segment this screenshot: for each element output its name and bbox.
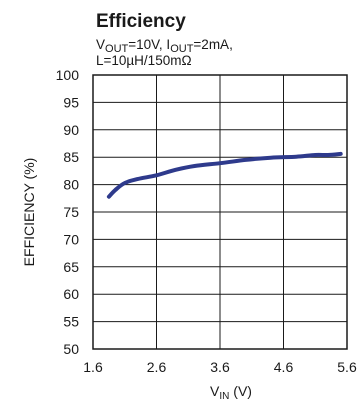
x-axis-ticks: 1.6 2.6 3.6 4.6 5.6	[83, 359, 357, 375]
chart-subtitle-line1: VOUT=10V, IOUT=2mA,	[96, 37, 233, 55]
x-tick-label: 3.6	[210, 359, 230, 375]
y-tick-label: 90	[63, 122, 79, 138]
chart-subtitle-line2: L=10µH/150mΩ	[96, 53, 192, 68]
y-tick-label: 75	[63, 204, 79, 220]
y-tick-label: 65	[63, 259, 79, 275]
chart-title: Efficiency	[96, 11, 186, 32]
y-tick-label: 70	[63, 231, 79, 247]
x-axis-label: VIN (V)	[210, 383, 252, 402]
x-tick-label: 4.6	[274, 359, 294, 375]
y-tick-label: 95	[63, 94, 79, 110]
x-tick-label: 1.6	[83, 359, 103, 375]
series-layer	[106, 151, 343, 199]
y-tick-label: 85	[63, 149, 79, 165]
y-tick-label: 60	[63, 286, 79, 302]
grid-lines	[92, 74, 348, 350]
plot-frame	[92, 74, 348, 350]
y-axis-label: EFFICIENCY (%)	[21, 158, 37, 267]
efficiency-series-line	[106, 151, 343, 199]
x-tick-label: 2.6	[147, 359, 167, 375]
y-axis-ticks: 50 55 60 65 70 75 80 85 90 95 100	[56, 67, 80, 357]
y-tick-label: 100	[56, 67, 80, 83]
x-tick-label: 5.6	[337, 359, 357, 375]
y-tick-label: 55	[63, 314, 79, 330]
y-tick-label: 80	[63, 177, 79, 193]
y-tick-label: 50	[63, 341, 79, 357]
